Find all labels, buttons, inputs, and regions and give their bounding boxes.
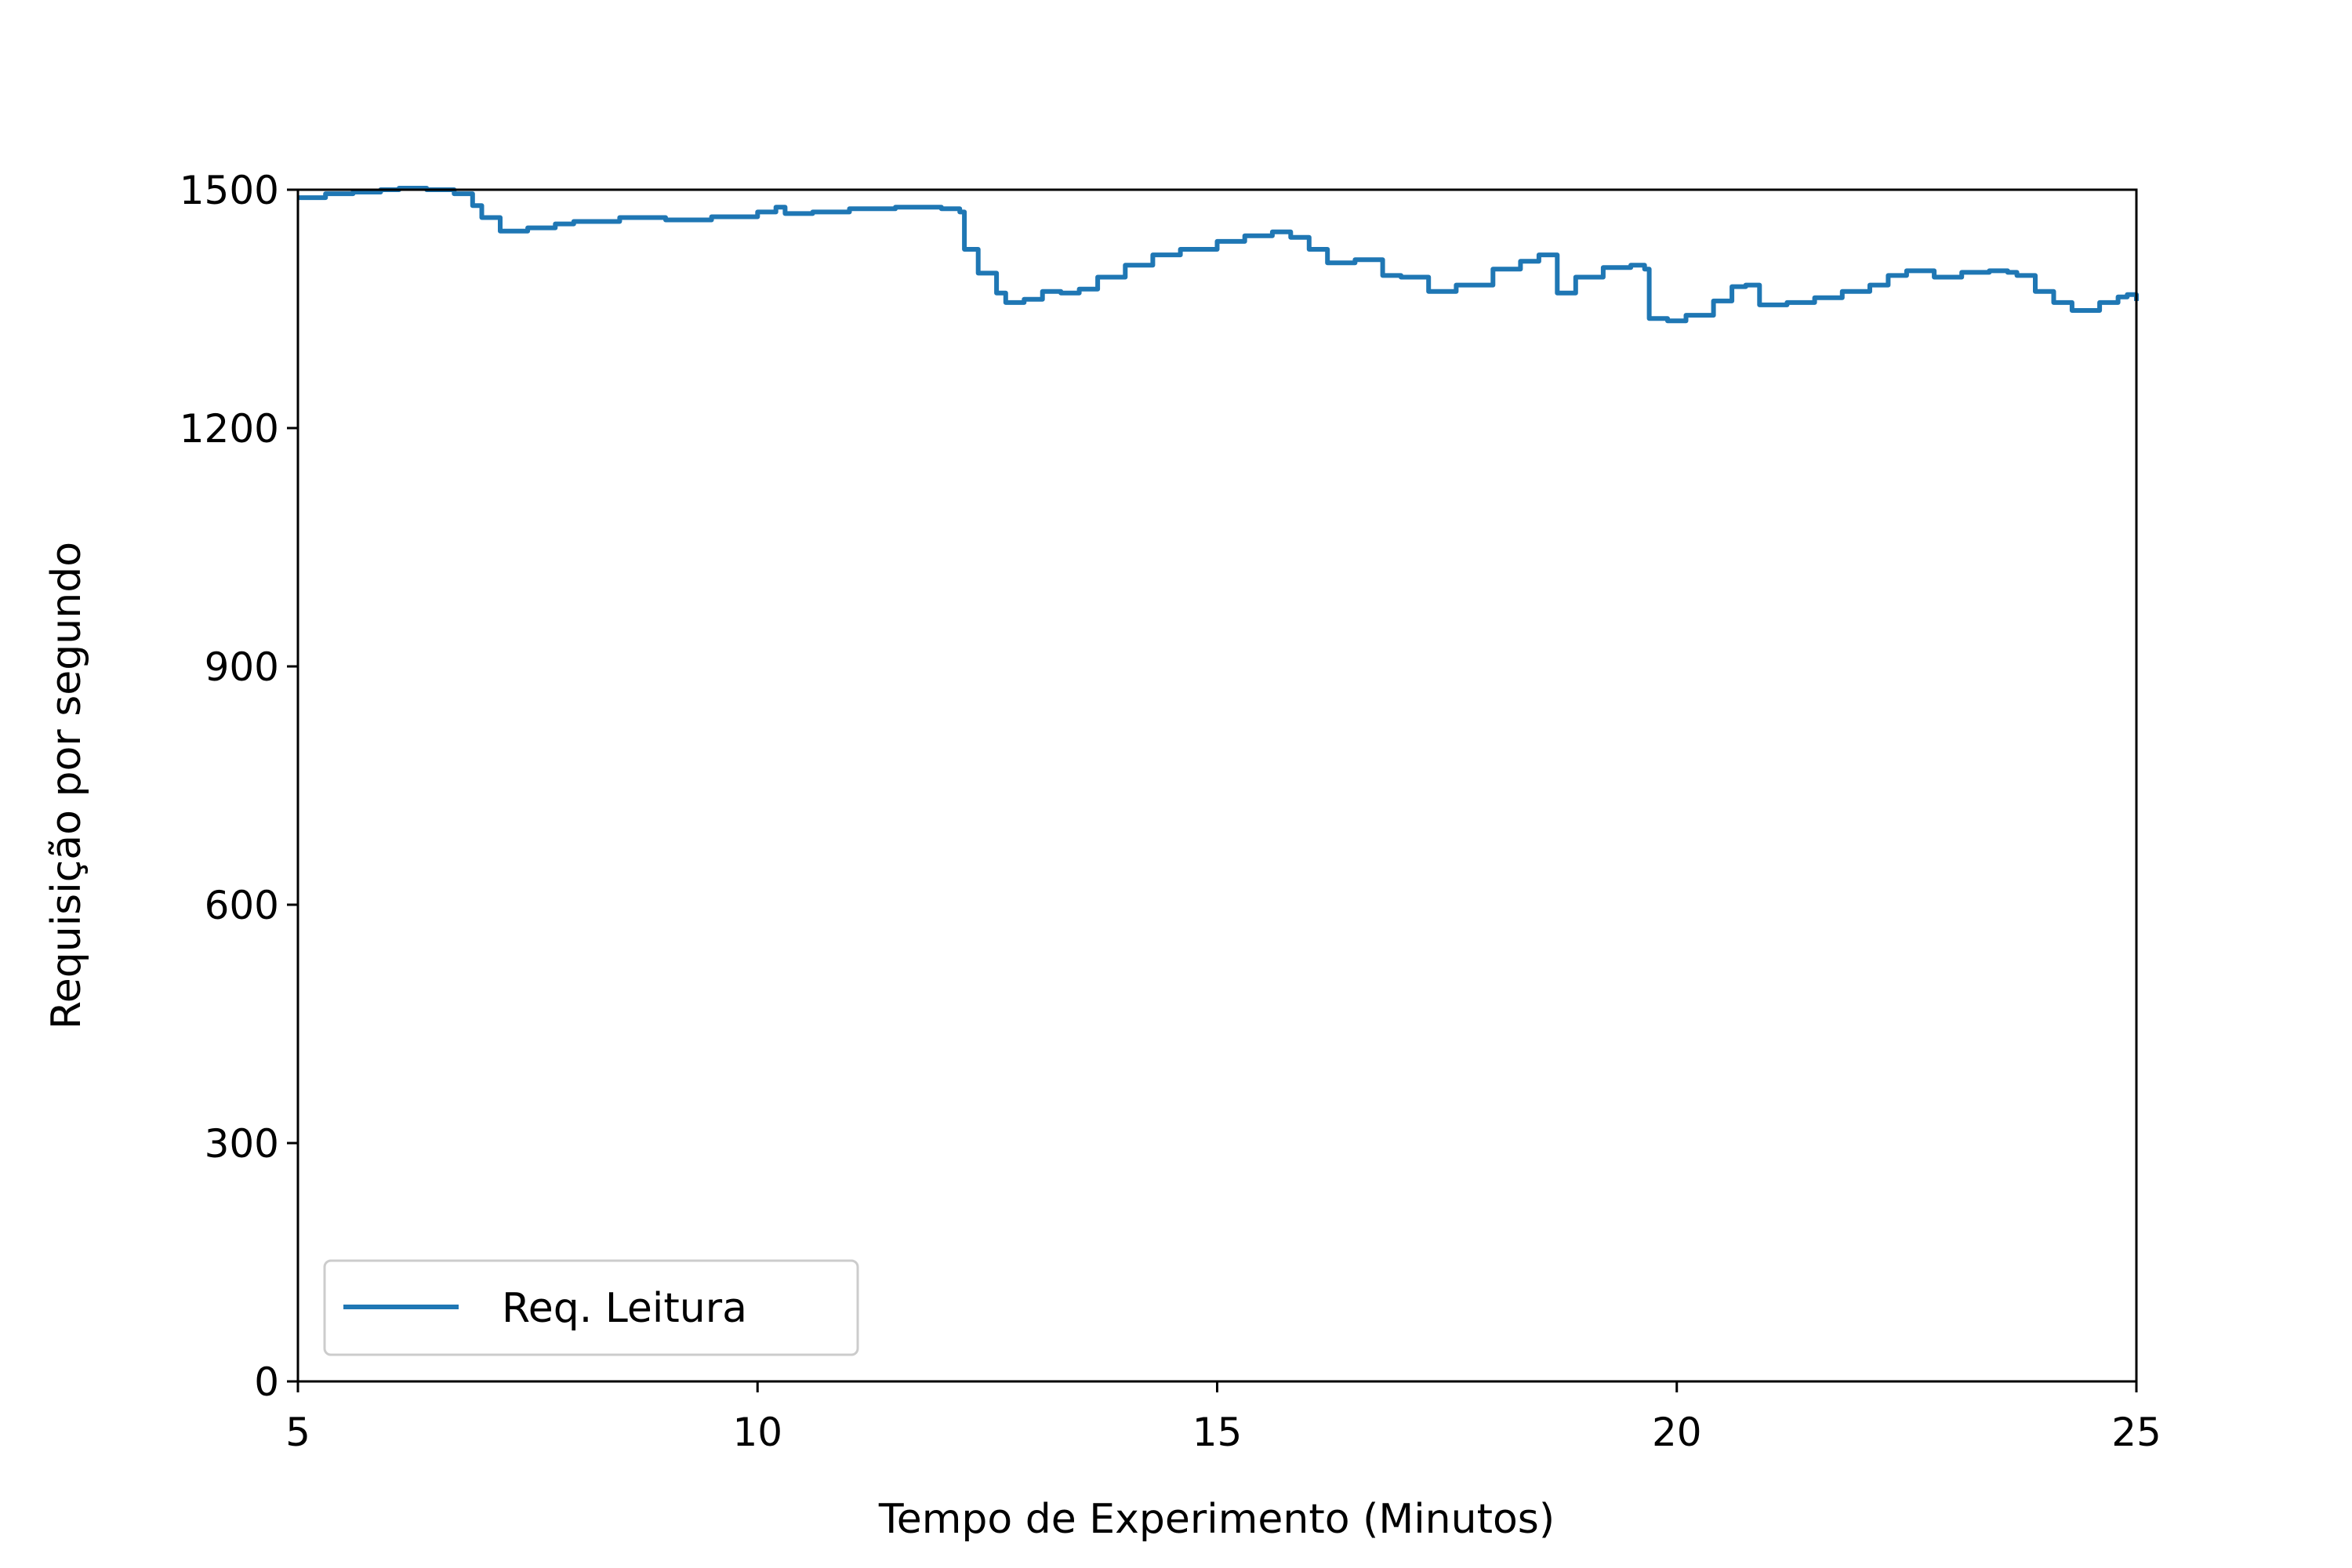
axes-frame [296, 188, 2138, 1383]
legend-entry-req-leitura: Req. Leitura [502, 1285, 747, 1332]
x-axis-ticks: 5 10 15 20 25 [285, 1381, 2161, 1455]
y-axis-ticks: 0 300 600 900 1200 1500 [180, 168, 298, 1405]
y-axis-label: Requisição por segundo [43, 542, 90, 1029]
series-line-req-leitura [298, 186, 2139, 324]
y-tick-label-300: 300 [205, 1121, 279, 1167]
y-tick-label-600: 600 [205, 883, 279, 928]
x-axis-label: Tempo de Experimento (Minutos) [878, 1496, 1555, 1543]
y-tick-label-0: 0 [254, 1359, 279, 1405]
plot-area [298, 186, 2139, 324]
y-tick-label-900: 900 [205, 644, 279, 690]
y-tick-label-1500: 1500 [180, 168, 279, 213]
y-tick-label-1200: 1200 [180, 406, 279, 452]
legend: Req. Leitura [323, 1259, 859, 1356]
x-tick-label-25: 25 [2111, 1410, 2161, 1455]
legend-box [323, 1259, 859, 1356]
x-tick-label-10: 10 [732, 1410, 782, 1455]
x-tick-label-20: 20 [1652, 1410, 1702, 1455]
x-tick-label-15: 15 [1192, 1410, 1243, 1455]
x-tick-label-5: 5 [285, 1410, 310, 1455]
